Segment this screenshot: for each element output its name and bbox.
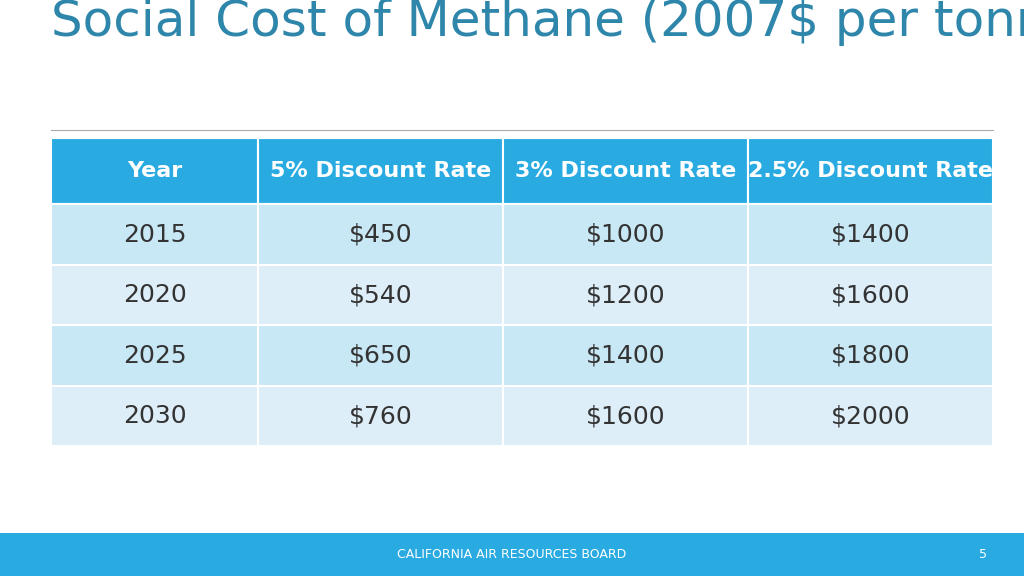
Text: $1400: $1400 (586, 344, 666, 367)
FancyBboxPatch shape (258, 204, 504, 265)
Text: $2000: $2000 (831, 404, 910, 428)
Text: Social Cost of Methane (2007$ per tonne): Social Cost of Methane (2007$ per tonne) (51, 0, 1024, 46)
FancyBboxPatch shape (51, 138, 258, 204)
Text: 3% Discount Rate: 3% Discount Rate (515, 161, 736, 181)
Text: $650: $650 (349, 344, 413, 367)
FancyBboxPatch shape (258, 386, 504, 446)
FancyBboxPatch shape (51, 265, 258, 325)
Text: $1200: $1200 (586, 283, 666, 307)
Text: $1800: $1800 (831, 344, 910, 367)
Text: $1400: $1400 (831, 223, 910, 247)
FancyBboxPatch shape (504, 386, 749, 446)
Text: $1000: $1000 (586, 223, 666, 247)
FancyBboxPatch shape (258, 265, 504, 325)
FancyBboxPatch shape (504, 325, 749, 386)
FancyBboxPatch shape (749, 138, 993, 204)
Text: 2025: 2025 (123, 344, 186, 367)
Text: 5: 5 (979, 548, 987, 561)
FancyBboxPatch shape (258, 325, 504, 386)
Text: 2020: 2020 (123, 283, 186, 307)
Text: $450: $450 (349, 223, 413, 247)
FancyBboxPatch shape (749, 386, 993, 446)
Text: CALIFORNIA AIR RESOURCES BOARD: CALIFORNIA AIR RESOURCES BOARD (397, 548, 627, 561)
FancyBboxPatch shape (749, 265, 993, 325)
FancyBboxPatch shape (258, 138, 504, 204)
FancyBboxPatch shape (504, 204, 749, 265)
FancyBboxPatch shape (51, 204, 258, 265)
Text: $540: $540 (349, 283, 413, 307)
Text: 2.5% Discount Rate: 2.5% Discount Rate (749, 161, 993, 181)
FancyBboxPatch shape (51, 325, 258, 386)
Text: Year: Year (127, 161, 182, 181)
Text: 2030: 2030 (123, 404, 186, 428)
FancyBboxPatch shape (749, 325, 993, 386)
Text: $760: $760 (349, 404, 413, 428)
Text: $1600: $1600 (831, 283, 910, 307)
Text: 2015: 2015 (123, 223, 186, 247)
FancyBboxPatch shape (749, 204, 993, 265)
Text: 5% Discount Rate: 5% Discount Rate (270, 161, 492, 181)
FancyBboxPatch shape (504, 265, 749, 325)
FancyBboxPatch shape (0, 533, 1024, 576)
FancyBboxPatch shape (504, 138, 749, 204)
FancyBboxPatch shape (51, 386, 258, 446)
Text: $1600: $1600 (586, 404, 666, 428)
